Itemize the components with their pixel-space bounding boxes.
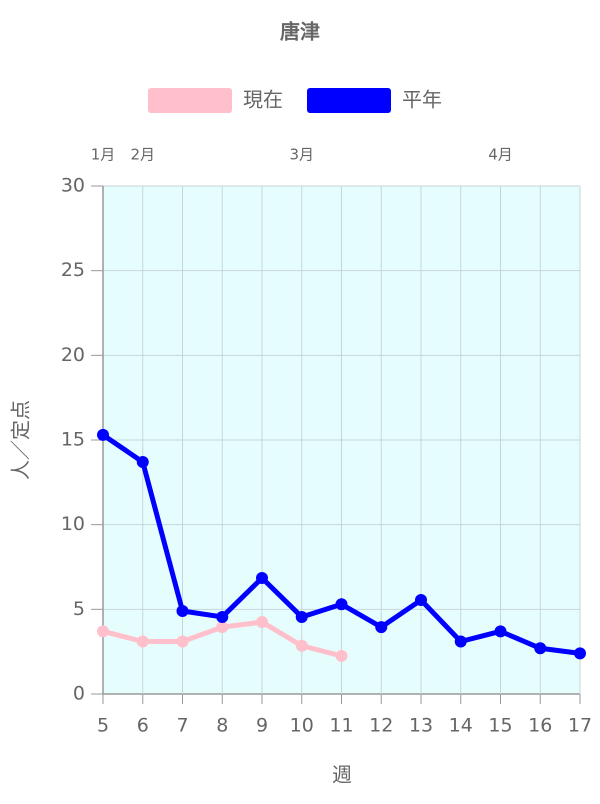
- month-label: 1月: [91, 146, 116, 164]
- data-point: [335, 649, 348, 662]
- data-point: [256, 616, 268, 629]
- data-point: [295, 610, 308, 623]
- data-point: [216, 621, 229, 634]
- data-point: [295, 639, 308, 652]
- x-tick-label: 17: [568, 715, 592, 737]
- y-tick-label: 10: [61, 513, 85, 535]
- data-point: [176, 605, 189, 618]
- data-point: [375, 621, 388, 634]
- x-tick-label: 12: [369, 715, 393, 737]
- data-point: [176, 635, 189, 648]
- x-tick-label: 15: [488, 715, 512, 737]
- data-point: [97, 625, 109, 638]
- data-point: [415, 594, 427, 607]
- y-tick-label: 20: [61, 344, 85, 366]
- y-tick-label: 25: [61, 259, 85, 281]
- data-point: [136, 635, 149, 648]
- data-point: [256, 572, 268, 585]
- month-label: 2月: [130, 146, 155, 164]
- data-point: [494, 625, 507, 638]
- data-point: [454, 635, 467, 648]
- x-tick-label: 14: [449, 715, 473, 737]
- y-tick-label: 0: [73, 683, 85, 705]
- y-axis-label: 人／定点: [9, 400, 33, 480]
- x-tick-label: 8: [216, 715, 228, 737]
- legend-swatch: [148, 88, 232, 113]
- x-tick-label: 16: [528, 715, 552, 737]
- x-tick-label: 7: [176, 715, 188, 737]
- month-label: 4月: [488, 146, 513, 164]
- y-tick-label: 30: [61, 175, 85, 197]
- legend-swatch: [307, 88, 391, 113]
- chart-title: 唐津: [280, 20, 320, 44]
- month-label: 3月: [289, 146, 314, 164]
- data-point: [136, 456, 149, 469]
- x-tick-label: 5: [97, 715, 109, 737]
- legend-label: 現在: [243, 88, 283, 112]
- data-point: [97, 428, 109, 441]
- x-tick-label: 13: [409, 715, 433, 737]
- x-tick-label: 6: [137, 715, 149, 737]
- legend-label: 平年: [402, 88, 442, 112]
- data-point: [534, 642, 547, 655]
- x-axis-label: 週: [332, 763, 352, 787]
- y-tick-label: 5: [73, 598, 85, 620]
- x-tick-label: 9: [256, 715, 268, 737]
- x-tick-label: 10: [290, 715, 314, 737]
- x-tick-label: 11: [329, 715, 353, 737]
- data-point: [216, 610, 229, 623]
- y-tick-label: 15: [61, 429, 85, 451]
- data-point: [335, 598, 348, 611]
- data-point: [574, 647, 586, 660]
